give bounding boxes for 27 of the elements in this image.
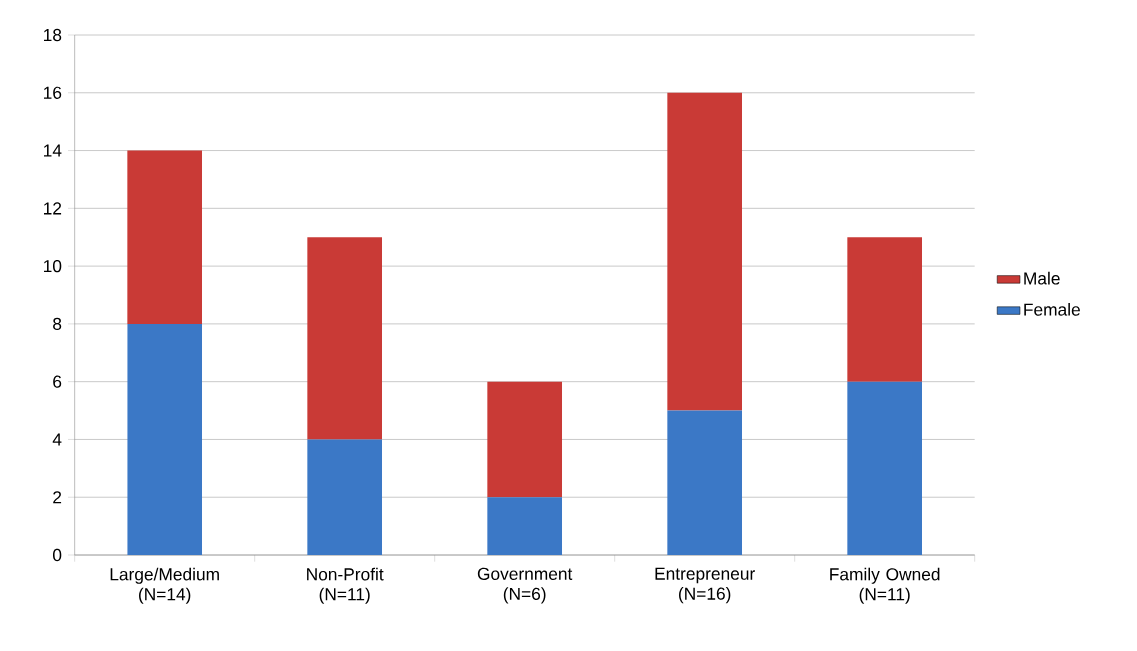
x-tick-label: Entrepreneur (N=16) <box>655 567 755 604</box>
bar <box>847 237 923 382</box>
y-tick-label: 10 <box>44 259 62 273</box>
y-tick-label: 0 <box>52 548 62 562</box>
x-tick-label: Large/Medium (N=14) <box>110 567 219 604</box>
y-tick-label: 4 <box>52 433 62 446</box>
y-tick-label: 8 <box>53 317 62 331</box>
bar <box>487 381 563 498</box>
x-tick-label: Government (N=6) <box>477 567 573 604</box>
bar <box>307 439 382 555</box>
bar <box>667 410 743 555</box>
bar <box>847 381 923 555</box>
legend-label: Female <box>1024 302 1080 316</box>
y-tick-label: 2 <box>53 491 62 504</box>
bar <box>667 92 743 411</box>
legend-label: Male <box>1024 271 1060 285</box>
bar <box>127 323 203 555</box>
bar <box>487 497 563 555</box>
x-tick-label: Non-Profit (N=11) <box>307 567 384 604</box>
y-tick-label: 14 <box>44 144 62 157</box>
bar <box>307 237 382 440</box>
bar <box>127 150 203 324</box>
x-tick-label: Family Owned (N=11) <box>830 567 940 604</box>
y-tick-label: 18 <box>44 28 62 42</box>
y-tick-label: 6 <box>53 375 62 388</box>
y-tick-label: 16 <box>44 86 62 99</box>
y-tick-label: 12 <box>44 202 62 215</box>
